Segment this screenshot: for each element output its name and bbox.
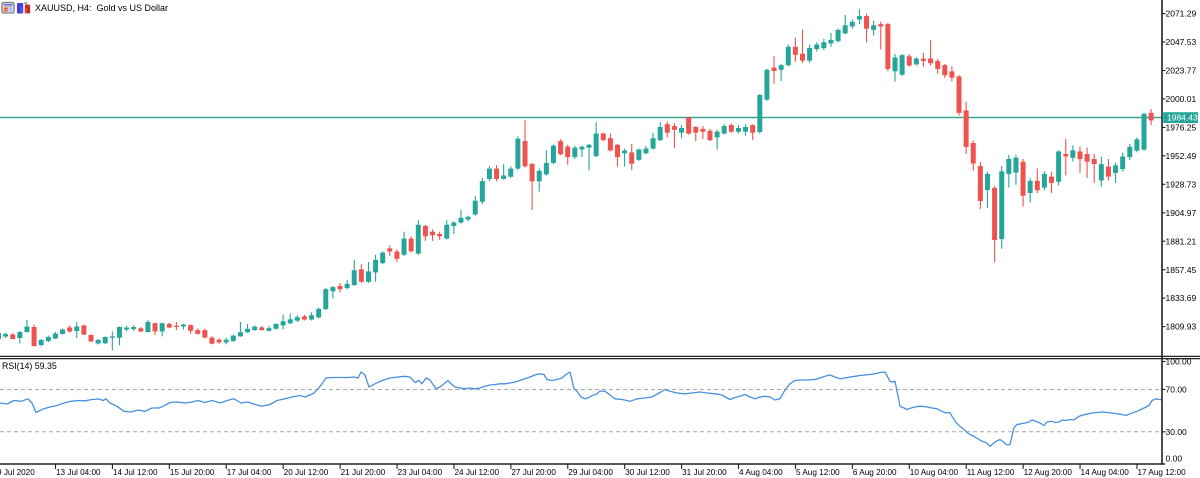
svg-text:30 Jul 12:00: 30 Jul 12:00 — [625, 468, 670, 477]
svg-text:12 Aug 20:00: 12 Aug 20:00 — [1024, 468, 1073, 477]
svg-text:1809.93: 1809.93 — [1166, 322, 1197, 332]
svg-text:0.00: 0.00 — [1166, 453, 1183, 463]
svg-text:10 Aug 04:00: 10 Aug 04:00 — [910, 468, 959, 477]
svg-text:1984.43: 1984.43 — [1167, 113, 1198, 123]
svg-text:5 Aug 12:00: 5 Aug 12:00 — [796, 468, 840, 477]
svg-text:100.00: 100.00 — [1166, 357, 1192, 367]
svg-text:1976.25: 1976.25 — [1166, 123, 1197, 133]
svg-text:17 Jul 04:00: 17 Jul 04:00 — [227, 468, 272, 477]
svg-text:30.00: 30.00 — [1166, 427, 1188, 437]
svg-text:27 Jul 20:00: 27 Jul 20:00 — [511, 468, 556, 477]
svg-text:24 Jul 12:00: 24 Jul 12:00 — [454, 468, 499, 477]
svg-text:21 Jul 20:00: 21 Jul 20:00 — [341, 468, 386, 477]
svg-text:14 Jul 12:00: 14 Jul 12:00 — [113, 468, 158, 477]
svg-text:2047.53: 2047.53 — [1166, 37, 1197, 47]
svg-text:15 Jul 20:00: 15 Jul 20:00 — [170, 468, 215, 477]
svg-text:6 Aug 20:00: 6 Aug 20:00 — [853, 468, 897, 477]
svg-text:1857.45: 1857.45 — [1166, 265, 1197, 275]
svg-text:2023.77: 2023.77 — [1166, 66, 1197, 76]
svg-text:23 Jul 04:00: 23 Jul 04:00 — [398, 468, 443, 477]
svg-text:XAUUSD, H4: Gold vs US Dollar: XAUUSD, H4: Gold vs US Dollar — [35, 3, 168, 13]
svg-text:1881.21: 1881.21 — [1166, 236, 1197, 246]
svg-text:1928.73: 1928.73 — [1166, 179, 1197, 189]
svg-text:9 Jul 2020: 9 Jul 2020 — [0, 468, 35, 477]
svg-text:1833.69: 1833.69 — [1166, 293, 1197, 303]
svg-text:2000.01: 2000.01 — [1166, 94, 1197, 104]
svg-text:2071.29: 2071.29 — [1166, 9, 1197, 19]
svg-text:11 Aug 12:00: 11 Aug 12:00 — [967, 468, 1015, 477]
svg-text:13 Jul 04:00: 13 Jul 04:00 — [56, 468, 101, 477]
svg-text:20 Jul 12:00: 20 Jul 12:00 — [284, 468, 329, 477]
svg-text:70.00: 70.00 — [1166, 385, 1188, 395]
svg-text:4 Aug 04:00: 4 Aug 04:00 — [739, 468, 783, 477]
svg-text:31 Jul 20:00: 31 Jul 20:00 — [682, 468, 727, 477]
svg-text:17 Aug 12:00: 17 Aug 12:00 — [1137, 468, 1186, 477]
svg-text:RSI(14) 59.35: RSI(14) 59.35 — [2, 361, 57, 371]
svg-text:14 Aug 04:00: 14 Aug 04:00 — [1081, 468, 1130, 477]
svg-text:1952.49: 1952.49 — [1166, 151, 1197, 161]
svg-text:1904.97: 1904.97 — [1166, 208, 1197, 218]
svg-text:29 Jul 04:00: 29 Jul 04:00 — [568, 468, 613, 477]
